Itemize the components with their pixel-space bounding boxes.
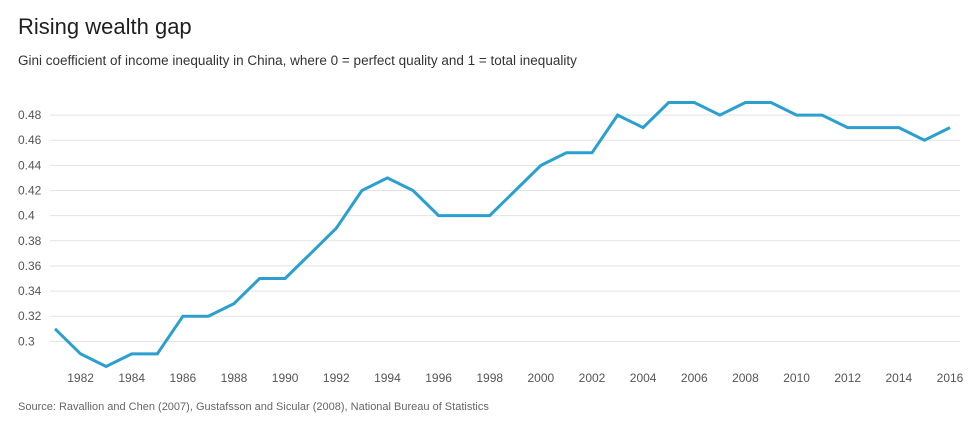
y-tick-label: 0.4 [18,209,35,223]
data-point [923,139,926,142]
data-point [386,176,389,179]
data-point [667,101,670,104]
data-point [795,114,798,117]
data-point [565,151,568,154]
x-tick-label: 1986 [170,371,197,385]
data-point [105,365,108,368]
x-tick-label: 1990 [272,371,299,385]
y-axis-ticks: 0.3 0.32 0.34 0.36 0.38 0.4 0.42 0.44 0.46 0.48 [18,108,42,348]
series-line [53,101,951,369]
x-tick-label: 2016 [937,371,964,385]
gridlines [50,114,960,342]
y-tick-label: 0.42 [18,184,42,198]
y-tick-label: 0.3 [18,334,35,348]
data-point [309,252,312,255]
data-point [412,189,415,192]
y-tick-label: 0.46 [18,133,42,147]
data-point [284,277,287,280]
data-point [770,101,773,104]
x-tick-label: 1996 [425,371,452,385]
y-tick-label: 0.32 [18,309,42,323]
data-point [616,114,619,117]
data-point [181,315,184,318]
source-note: Source: Ravallion and Chen (2007), Gusta… [18,401,489,413]
y-tick-label: 0.36 [18,259,42,273]
data-point [54,327,57,330]
data-points [54,101,952,368]
y-tick-label: 0.34 [18,284,42,298]
data-point [539,164,542,167]
data-point [79,352,82,355]
x-tick-label: 1992 [323,371,350,385]
x-tick-label: 2014 [886,371,913,385]
x-tick-label: 2000 [528,371,555,385]
data-point [335,227,338,230]
x-tick-label: 1984 [118,371,145,385]
data-point [693,101,696,104]
data-point [156,352,159,355]
data-point [437,214,440,217]
chart-subtitle: Gini coefficient of income inequality in… [18,53,577,68]
x-tick-label: 2002 [579,371,606,385]
data-point [360,189,363,192]
data-point [207,315,210,318]
data-point [642,126,645,129]
data-point [846,126,849,129]
series-layer [53,101,951,369]
data-point [718,114,721,117]
y-tick-label: 0.44 [18,158,42,172]
x-tick-label: 1994 [374,371,401,385]
x-tick-label: 2004 [630,371,657,385]
x-tick-label: 1988 [221,371,248,385]
data-point [130,352,133,355]
x-axis-ticks: 1982 1984 1986 1988 1990 1992 1994 1996 1998 2000… [67,371,963,385]
data-point [463,214,466,217]
x-tick-label: 2012 [834,371,861,385]
data-point [949,126,952,129]
data-point [897,126,900,129]
data-point [233,302,236,305]
y-tick-label: 0.48 [18,108,42,122]
data-point [872,126,875,129]
x-tick-label: 2010 [783,371,810,385]
data-point [258,277,261,280]
data-point [514,189,517,192]
x-tick-label: 1998 [476,371,503,385]
x-tick-label: 2008 [732,371,759,385]
data-point [488,214,491,217]
x-tick-label: 2006 [681,371,708,385]
chart-title: Rising wealth gap [18,14,192,39]
y-tick-label: 0.38 [18,234,42,248]
x-tick-label: 1982 [67,371,94,385]
data-point [744,101,747,104]
data-point [591,151,594,154]
data-point [821,114,824,117]
